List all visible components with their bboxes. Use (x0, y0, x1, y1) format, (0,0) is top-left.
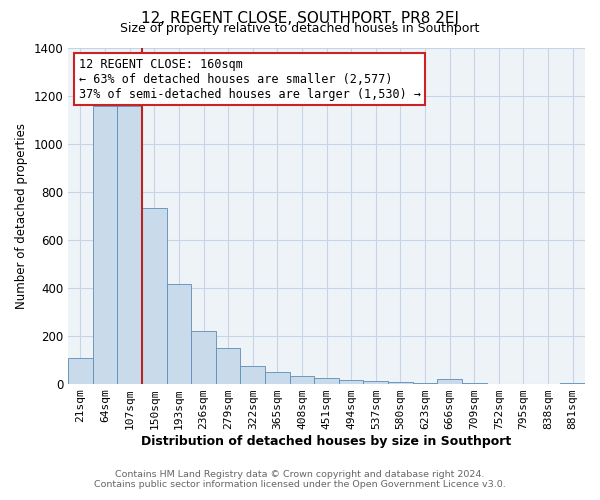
Bar (167, 284, 191, 384)
Bar (68, 358, 93, 384)
Bar (93, 106, 118, 384)
Bar (142, 208, 167, 384)
Bar (388, 382, 413, 384)
Bar (560, 382, 585, 384)
Bar (364, 381, 388, 384)
Bar (290, 376, 314, 384)
Bar (437, 380, 462, 384)
Bar (191, 331, 216, 384)
Bar (462, 382, 487, 384)
Bar (339, 380, 364, 384)
Y-axis label: Number of detached properties: Number of detached properties (15, 122, 28, 308)
Bar (118, 106, 142, 384)
Text: 12 REGENT CLOSE: 160sqm
← 63% of detached houses are smaller (2,577)
37% of semi: 12 REGENT CLOSE: 160sqm ← 63% of detache… (79, 58, 421, 100)
Bar (413, 382, 437, 384)
Text: Size of property relative to detached houses in Southport: Size of property relative to detached ho… (121, 22, 479, 35)
Bar (216, 348, 241, 384)
Text: 12, REGENT CLOSE, SOUTHPORT, PR8 2EJ: 12, REGENT CLOSE, SOUTHPORT, PR8 2EJ (141, 12, 459, 26)
Text: Contains HM Land Registry data © Crown copyright and database right 2024.
Contai: Contains HM Land Registry data © Crown c… (94, 470, 506, 489)
Bar (314, 378, 339, 384)
Bar (265, 372, 290, 384)
Bar (241, 366, 265, 384)
X-axis label: Distribution of detached houses by size in Southport: Distribution of detached houses by size … (142, 434, 512, 448)
